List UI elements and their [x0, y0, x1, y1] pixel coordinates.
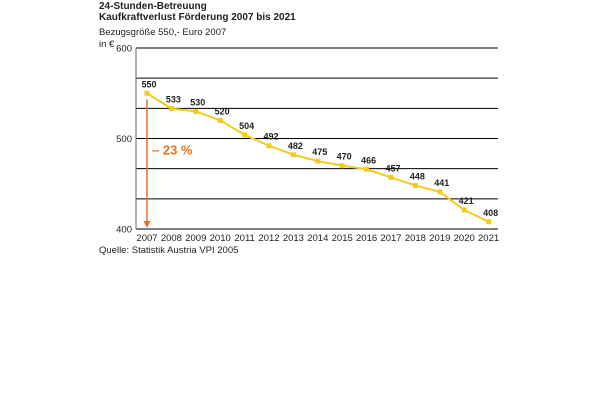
source-note: Quelle: Statistik Austria VPI 2005	[99, 245, 239, 256]
x-tick-label-2009: 2009	[185, 233, 206, 244]
data-point-2015	[339, 163, 345, 169]
data-point-2010	[217, 117, 223, 123]
x-tick-label-2016: 2016	[356, 233, 377, 244]
data-point-2018	[412, 183, 418, 189]
y-tick-label-500: 500	[116, 134, 132, 145]
data-point-2014	[315, 158, 321, 164]
data-point-2011	[242, 132, 248, 138]
data-point-2016	[364, 166, 370, 172]
x-tick-label-2019: 2019	[429, 233, 450, 244]
chart-unit-label: in €	[99, 39, 115, 50]
x-tick-label-2020: 2020	[454, 233, 475, 244]
data-label-2019: 441	[434, 178, 449, 188]
data-point-2007	[144, 90, 150, 96]
data-label-2012: 492	[263, 132, 278, 142]
data-label-2013: 482	[288, 141, 303, 151]
y-tick-label-400: 400	[116, 225, 132, 236]
data-label-2021: 408	[483, 208, 498, 218]
data-label-2007: 550	[141, 79, 156, 89]
data-label-2020: 421	[459, 196, 474, 206]
data-label-2009: 530	[190, 97, 205, 107]
x-tick-label-2013: 2013	[283, 233, 304, 244]
chart-title-line1: 24-Stunden-Betreuung	[99, 1, 207, 12]
x-tick-label-2018: 2018	[405, 233, 426, 244]
data-point-2020	[461, 207, 467, 213]
data-label-2010: 520	[215, 106, 230, 116]
chart-subtitle-reference: Bezugsgröße 550,- Euro 2007	[99, 27, 227, 38]
x-tick-label-2008: 2008	[161, 233, 182, 244]
data-label-2008: 533	[166, 95, 181, 105]
x-tick-label-2011: 2011	[234, 233, 254, 244]
x-tick-label-2017: 2017	[380, 233, 401, 244]
decline-arrow-head	[143, 221, 151, 228]
x-tick-label-2014: 2014	[307, 233, 328, 244]
y-tick-label-600: 600	[116, 44, 132, 55]
data-point-2017	[388, 174, 394, 180]
data-point-2008	[168, 106, 174, 112]
data-label-2015: 470	[337, 152, 352, 162]
x-tick-label-2012: 2012	[258, 233, 279, 244]
x-tick-label-2021: 2021	[478, 233, 499, 244]
data-point-2009	[193, 108, 199, 114]
x-tick-label-2007: 2007	[136, 233, 157, 244]
data-point-2019	[437, 189, 443, 195]
x-tick-label-2010: 2010	[210, 233, 231, 244]
x-tick-label-2015: 2015	[332, 233, 353, 244]
data-label-2011: 504	[239, 121, 254, 131]
data-point-2013	[290, 152, 296, 158]
decline-percentage-label: – 23 %	[152, 142, 193, 157]
chart-title-line2: Kaufkraftverlust Förderung 2007 bis 2021	[99, 12, 296, 23]
data-label-2017: 457	[385, 163, 400, 173]
data-label-2014: 475	[312, 147, 327, 157]
data-point-2012	[266, 143, 272, 149]
data-label-2016: 466	[361, 155, 376, 165]
data-label-2018: 448	[410, 172, 425, 182]
data-point-2021	[486, 219, 492, 225]
